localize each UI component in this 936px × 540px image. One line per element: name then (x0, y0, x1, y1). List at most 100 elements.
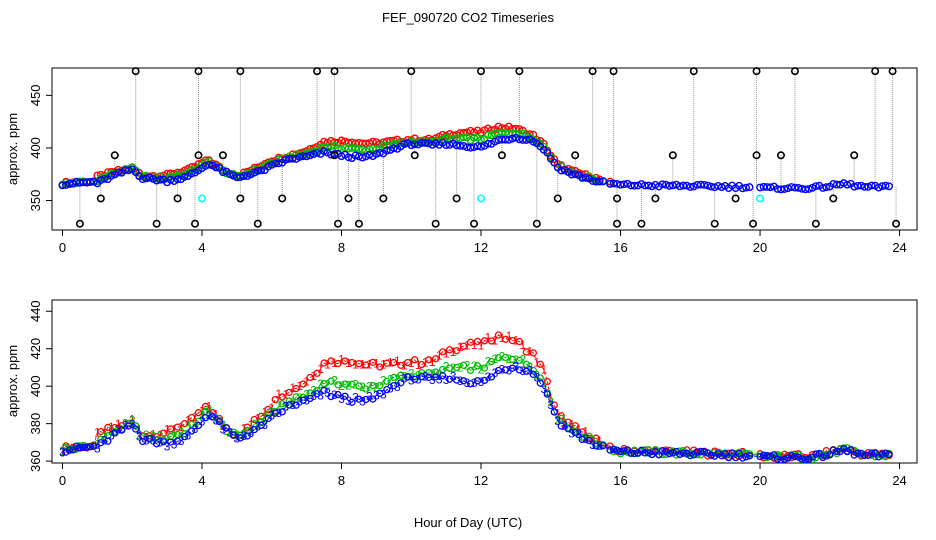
top-y-tick-label: 350 (28, 190, 43, 212)
bottom-label-level-1: 1 (408, 356, 415, 370)
bottom-label-level-2: 2 (157, 429, 164, 443)
bottom-point-level-2 (466, 366, 475, 375)
bottom-point-level-1 (292, 384, 300, 393)
top-y-tick-label: 400 (28, 137, 43, 159)
top-point-calibration-mid (236, 194, 245, 203)
bottom-label-level-3: 3 (164, 440, 171, 454)
bottom-point-level-1 (348, 358, 356, 367)
bottom-label-level-2: 2 (443, 359, 450, 373)
bottom-point-level-3 (794, 453, 803, 461)
bottom-y-tick-label: 400 (28, 375, 43, 397)
bottom-point-level-1 (536, 360, 544, 368)
bottom-point-level-3 (425, 373, 433, 382)
bottom-point-level-3 (609, 445, 618, 454)
bottom-label-level-3: 3 (401, 372, 408, 386)
top-point-level-3 (180, 172, 189, 181)
bottom-point-level-3 (257, 421, 265, 429)
bottom-point-level-2 (285, 397, 293, 405)
top-point-level-3 (550, 158, 559, 167)
bottom-point-level-3 (362, 395, 370, 404)
bottom-point-level-3 (564, 425, 572, 433)
bottom-point-level-3 (822, 452, 830, 460)
bottom-point-level-1 (180, 419, 189, 428)
bottom-x-tick-label: 20 (753, 473, 767, 488)
bottom-label-level-3: 3 (310, 389, 317, 403)
bottom-point-level-2 (264, 410, 272, 418)
top-point-level-3 (156, 175, 165, 184)
bottom-label-level-1: 1 (178, 420, 185, 434)
bottom-point-level-3 (418, 373, 426, 381)
top-point-calibration-low (191, 219, 200, 228)
bottom-point-level-3 (215, 418, 224, 426)
bottom-label-level-3: 3 (247, 426, 254, 440)
top-point-level-3 (505, 135, 513, 144)
top-point-level-2 (484, 131, 492, 140)
bottom-point-level-3 (118, 426, 126, 434)
bottom-point-level-1 (432, 355, 440, 363)
bottom-point-level-3 (557, 422, 565, 430)
top-point-level-3 (885, 182, 893, 191)
top-x-tick-label: 12 (474, 240, 488, 255)
bottom-point-level-1 (327, 357, 335, 365)
bottom-label-level-2: 2 (394, 372, 401, 386)
bottom-point-level-3 (139, 437, 147, 446)
bottom-label-level-1: 1 (192, 410, 199, 424)
bottom-point-level-3 (313, 390, 321, 398)
top-point-level-3 (320, 147, 328, 156)
bottom-label-level-1: 1 (436, 349, 443, 363)
bottom-label-level-2: 2 (568, 422, 575, 436)
top-point-level-3 (225, 170, 234, 178)
bottom-point-level-3 (529, 370, 537, 379)
bottom-point-level-3 (679, 449, 687, 457)
top-point-calibration-low (75, 219, 84, 228)
bottom-label-level-3: 3 (540, 382, 547, 396)
bottom-point-level-2 (383, 377, 391, 385)
top-y-axis-label: approx. ppm (5, 113, 20, 185)
bottom-point-level-2 (756, 450, 764, 459)
top-point-calibration-mid (330, 151, 339, 160)
bottom-point-level-2 (585, 432, 593, 440)
top-x-tick-label: 20 (753, 240, 767, 255)
bottom-point-level-3 (292, 401, 300, 409)
bottom-label-level-1: 1 (129, 413, 136, 427)
top-point-level-2 (348, 144, 356, 152)
bottom-point-level-3 (376, 389, 384, 397)
bottom-label-level-3: 3 (352, 391, 359, 405)
bottom-label-level-3: 3 (338, 392, 345, 406)
chart-title: FEF_090720 CO2 Timeseries (382, 10, 554, 25)
top-point-level-3 (616, 180, 625, 189)
bottom-label-level-3: 3 (575, 427, 582, 441)
bottom-point-level-3 (76, 444, 84, 452)
bottom-label-level-3: 3 (303, 393, 310, 407)
bottom-point-level-1 (243, 423, 251, 431)
top-point-calibration-mid (731, 194, 740, 203)
bottom-point-level-2 (480, 364, 489, 372)
top-point-level-2 (470, 133, 478, 142)
bottom-point-level-1 (201, 402, 210, 411)
bottom-point-level-3 (65, 446, 74, 454)
top-point-level-2 (355, 145, 363, 153)
top-point-level-3 (717, 183, 726, 192)
bottom-label-level-3: 3 (471, 376, 478, 390)
bottom-label-level-3: 3 (513, 360, 520, 374)
top-point-calibration-low (811, 219, 820, 228)
bottom-point-level-3 (812, 450, 820, 458)
bottom-label-level-3: 3 (171, 437, 178, 451)
top-x-tick-label: 0 (59, 240, 66, 255)
bottom-label-level-1: 1 (206, 400, 213, 414)
top-point-calibration-high (515, 67, 524, 76)
bottom-y-axis-label: approx. ppm (5, 345, 20, 417)
bottom-label-level-1: 1 (268, 401, 275, 415)
top-point-level-2 (491, 129, 499, 138)
bottom-label-level-3: 3 (150, 434, 157, 448)
top-point-level-3 (477, 142, 485, 151)
bottom-point-level-2 (494, 354, 503, 362)
bottom-point-level-2 (187, 420, 196, 428)
bottom-y-tick-label: 360 (28, 450, 43, 472)
bottom-point-level-2 (152, 436, 161, 444)
top-point-level-3 (212, 163, 220, 172)
bottom-series-level-3: 3 33 3 3 3 33 3 3 3 3 3 3 3 33 3 33 3 3 3 3 3 33 3 3 3 3 3 3 3 3 3 3 3 3 3… (59, 360, 893, 464)
bottom-label-level-1: 1 (157, 428, 164, 442)
bottom-point-level-1 (334, 359, 342, 368)
top-point-calibration-low (749, 219, 758, 228)
